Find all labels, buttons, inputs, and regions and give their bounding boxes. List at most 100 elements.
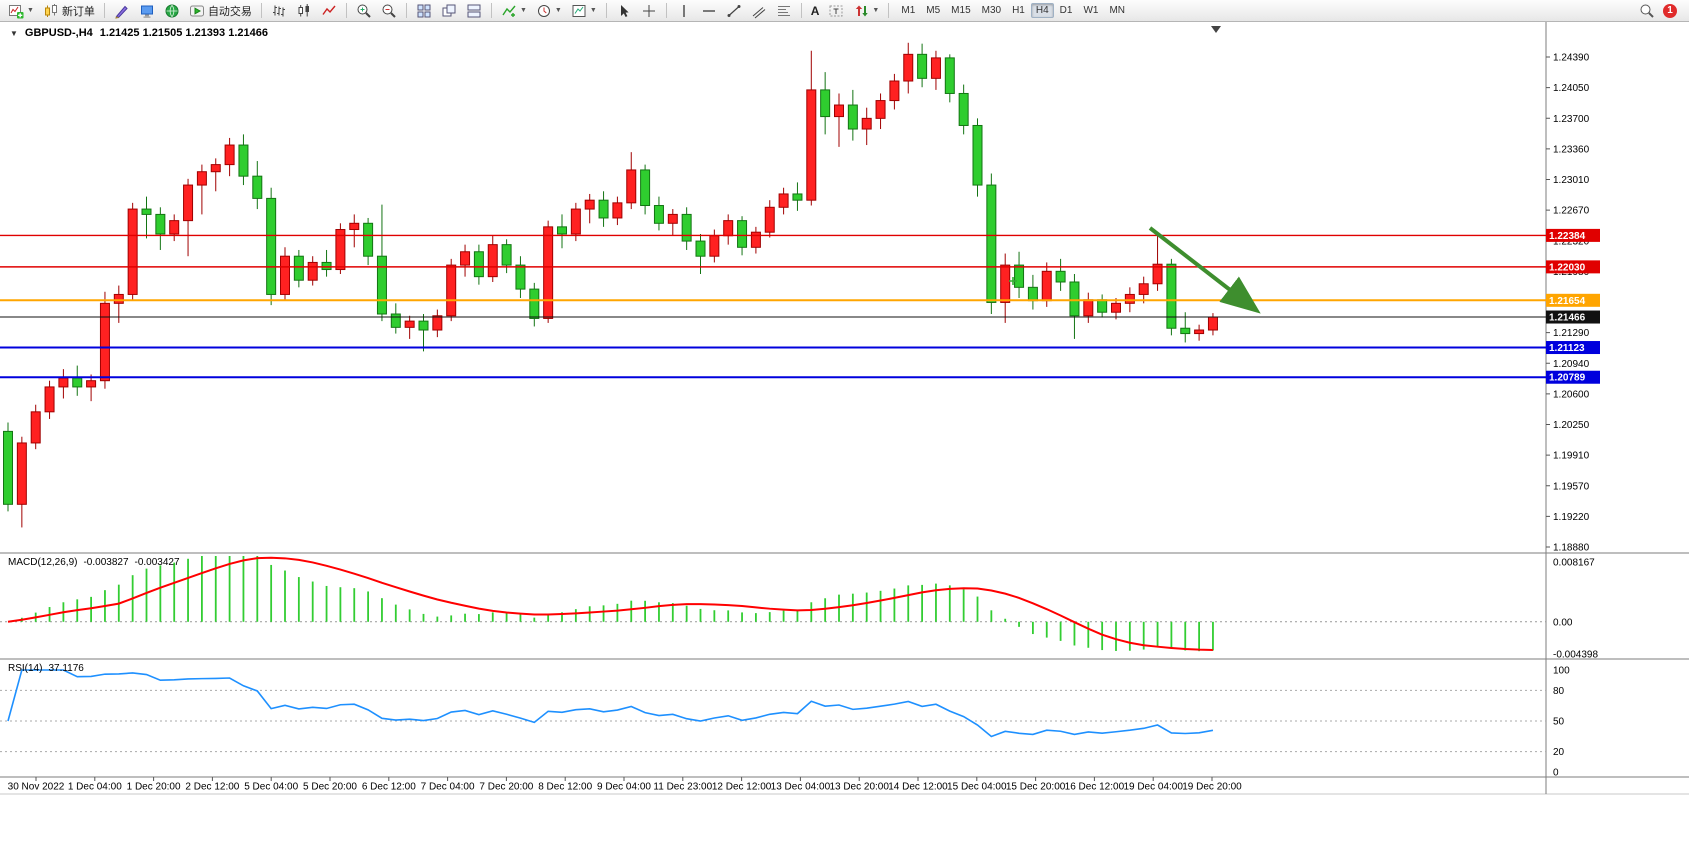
timeframe-button-h4[interactable]: H4 [1030, 3, 1054, 18]
candle-body [778, 193, 789, 208]
text-tool-label: A [810, 3, 820, 18]
timeframe-button-m1[interactable]: M1 [901, 5, 916, 16]
fibonacci-tool-button[interactable] [772, 1, 796, 21]
candle-body [709, 235, 720, 257]
price-tag[interactable]: 1.21466 [1546, 310, 1600, 324]
svg-text:1.21466: 1.21466 [1549, 313, 1586, 324]
candle-body [349, 222, 360, 231]
text-tool-button[interactable]: A [807, 1, 824, 21]
new-chart-icon [9, 4, 24, 18]
rsi-scale-label: 100 [1553, 666, 1570, 677]
cascade-windows-icon [442, 4, 456, 16]
candle-body [612, 202, 623, 219]
community-button[interactable] [160, 1, 184, 21]
time-axis-label: 30 Nov 2022 [8, 782, 65, 793]
price-axis-label: 1.20250 [1553, 420, 1590, 431]
price-tag[interactable]: 1.21123 [1546, 341, 1600, 355]
candle-body [293, 255, 304, 281]
svg-text:1.21654: 1.21654 [1549, 296, 1586, 307]
candlestick-type-button[interactable] [292, 1, 316, 21]
horizontal-line-tool-button[interactable] [697, 1, 721, 21]
cascade-windows-button[interactable] [437, 1, 461, 21]
time-axis-label: 13 Dec 04:00 [771, 782, 831, 793]
new-order-label: 新订单 [61, 5, 95, 18]
indicators-icon [502, 5, 516, 17]
candle-body [598, 199, 609, 219]
cursor-icon [620, 4, 629, 17]
candle-body [695, 240, 706, 257]
candle-body [99, 302, 110, 382]
timeframe-button-m5[interactable]: M5 [926, 5, 941, 16]
toolbar-separator [405, 3, 407, 18]
price-tag[interactable]: 1.20789 [1546, 370, 1600, 384]
candle-body [1180, 327, 1191, 335]
price-tag[interactable]: 1.21654 [1546, 293, 1600, 307]
price-tag[interactable]: 1.22030 [1546, 260, 1600, 274]
vertical-line-tool-button[interactable] [672, 1, 696, 21]
autotrading-button[interactable]: 自动交易 [185, 1, 256, 21]
chart-canvas[interactable]: 1.24390 1.24050 1.23700 1.23360 1.23010 1.226… [0, 22, 1689, 860]
zoom-out-button[interactable] [377, 1, 401, 21]
rsi-scale-label: 20 [1553, 747, 1565, 758]
time-axis-label: 8 Dec 12:00 [538, 782, 592, 793]
trendline-tool-button[interactable] [722, 1, 746, 21]
tile-windows-button[interactable] [412, 1, 436, 21]
shapes-tool-button[interactable]: ▼ [849, 1, 883, 21]
candle-body [820, 89, 831, 118]
timeframe-button-m15[interactable]: M15 [951, 5, 971, 16]
candle-body [1207, 316, 1218, 331]
candle-body [889, 80, 900, 102]
timeframe-button-w1[interactable]: W1 [1083, 5, 1099, 16]
time-axis-label: 5 Dec 04:00 [244, 782, 298, 793]
line-chart-type-button[interactable] [317, 1, 341, 21]
candle-body [210, 164, 221, 173]
timeframe-button-mn[interactable]: MN [1109, 5, 1126, 16]
candle-body [972, 124, 983, 186]
timeframe-button-m30[interactable]: M30 [981, 5, 1002, 16]
text-label-icon [829, 5, 843, 16]
arrange-windows-button[interactable] [462, 1, 486, 21]
candle-body [1152, 263, 1163, 285]
candle-body [944, 57, 955, 94]
timeframe-button-h1[interactable]: H1 [1012, 5, 1025, 16]
search-icon[interactable] [1639, 3, 1655, 19]
collapse-triangle-icon[interactable]: ▼ [10, 29, 18, 38]
periods-button[interactable]: ▼ [532, 1, 566, 21]
price-axis-label: 1.19570 [1553, 481, 1590, 492]
toolbar-separator [103, 3, 105, 18]
crosshair-icon [642, 4, 655, 17]
channel-tool-button[interactable] [747, 1, 771, 21]
candle-body [529, 288, 540, 319]
candle-body [30, 411, 41, 444]
rsi-scale-label: 0 [1553, 768, 1559, 779]
templates-button[interactable]: ▼ [567, 1, 601, 21]
bar-chart-type-button[interactable] [267, 1, 291, 21]
zoom-in-button[interactable] [352, 1, 376, 21]
candle-body [224, 144, 235, 166]
timeframe-button-d1[interactable]: D1 [1059, 5, 1073, 16]
price-axis-label: 1.24050 [1553, 83, 1590, 94]
globe-icon [165, 4, 179, 17]
new-order-button[interactable]: 新订单 [39, 1, 99, 21]
candle-body [764, 206, 775, 233]
vertical-line-icon [683, 4, 685, 17]
crosshair-tool-button[interactable] [637, 1, 661, 21]
price-tag[interactable]: 1.22384 [1546, 228, 1600, 242]
candle-body [183, 184, 194, 222]
indicators-button[interactable]: ▼ [497, 1, 531, 21]
toolbar-separator [490, 3, 492, 18]
trend-arrow[interactable] [1148, 226, 1261, 314]
macd-scale-label: 0.008167 [1553, 558, 1595, 569]
time-axis-label: 19 Dec 04:00 [1123, 782, 1183, 793]
new-order-icon [44, 3, 57, 17]
chevron-down-icon: ▼ [519, 7, 527, 14]
cross-marker[interactable] [1009, 277, 1017, 285]
label-tool-button[interactable] [824, 1, 848, 21]
cursor-tool-button[interactable] [612, 1, 636, 21]
metaeditor-button[interactable] [110, 1, 134, 21]
strategy-tester-button[interactable] [135, 1, 159, 21]
horizontal-line-icon [702, 9, 715, 12]
trendline-icon [727, 4, 741, 17]
new-chart-button[interactable]: ▼ [4, 1, 38, 21]
notification-badge[interactable]: 1 [1663, 3, 1677, 18]
